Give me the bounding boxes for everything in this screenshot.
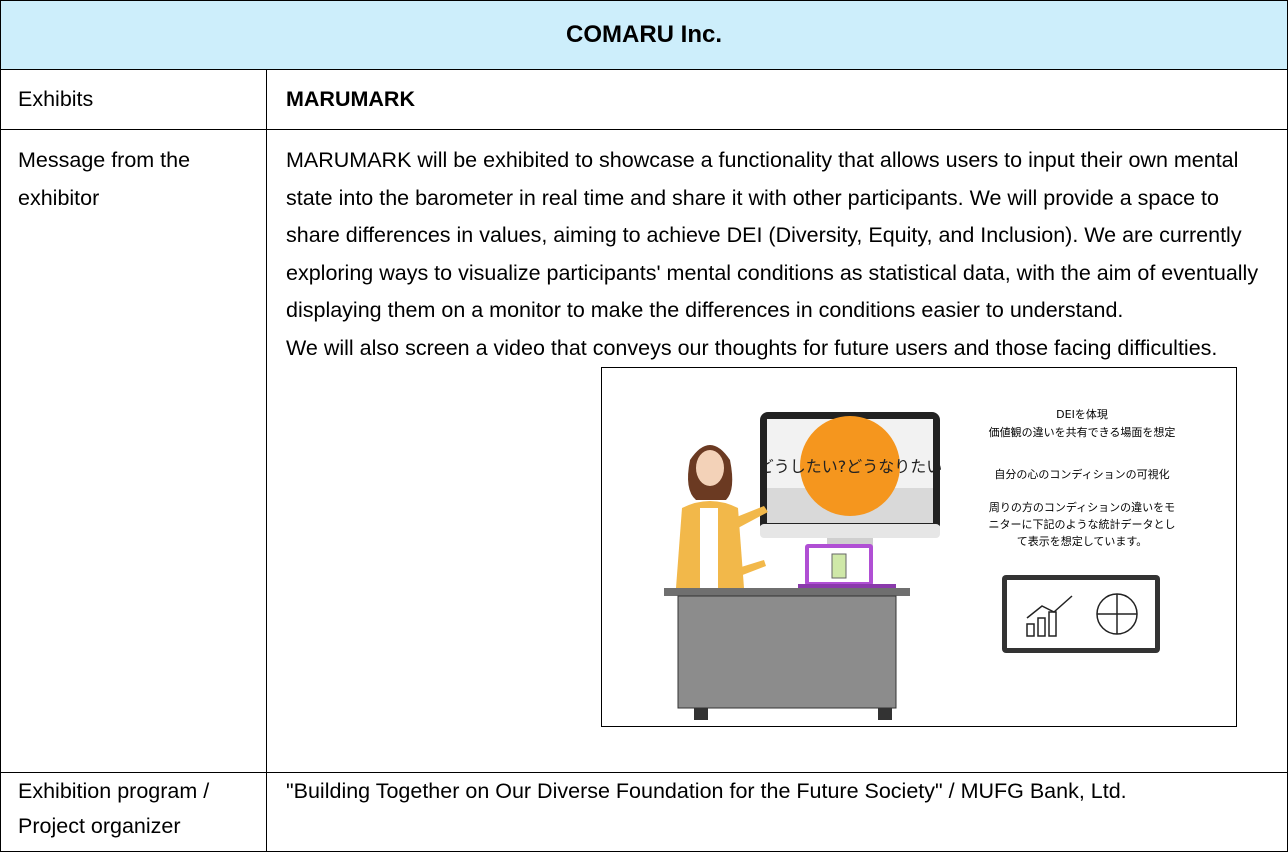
- monitor-text: どうしたい?どうなりたい: [758, 457, 943, 476]
- caption: DEIを体現: [1056, 407, 1108, 421]
- exhibit-image: どうしたい?どうなりたい DEIを体現 価値観の違いを共有できる場面を想定 自分…: [601, 367, 1237, 727]
- orange: [800, 416, 900, 516]
- row-label: Exhibition program / Project organizer: [0, 772, 267, 852]
- row-label: Exhibits: [0, 69, 267, 130]
- message-text: We will also screen a video that conveys…: [286, 335, 1218, 360]
- illustration: どうしたい?どうなりたい DEIを体現 価値観の違いを共有できる場面を想定 自分…: [664, 407, 1176, 720]
- row-label: Message from the exhibitor: [0, 129, 267, 773]
- caption: 周りの方のコンディションの違いをモ: [989, 500, 1175, 514]
- caption: 価値観の違いを共有できる場面を想定: [989, 425, 1176, 439]
- header-title: COMARU Inc.: [0, 0, 1288, 70]
- row-value: "Building Together on Our Diverse Founda…: [266, 772, 1288, 852]
- message-text: MARUMARK will be exhibited to showcase a…: [286, 148, 1259, 322]
- caption: ニターに下記のような統計データとし: [989, 517, 1176, 531]
- caption: て表示を想定しています。: [1017, 534, 1148, 548]
- row-value: MARUMARK: [266, 69, 1288, 130]
- message-cell: どうしたい?どうなりたい DEIを体現 価値観の違いを共有できる場面を想定 自分…: [266, 129, 1288, 773]
- caption: 自分の心のコンディションの可視化: [994, 467, 1169, 481]
- desk: [664, 588, 910, 596]
